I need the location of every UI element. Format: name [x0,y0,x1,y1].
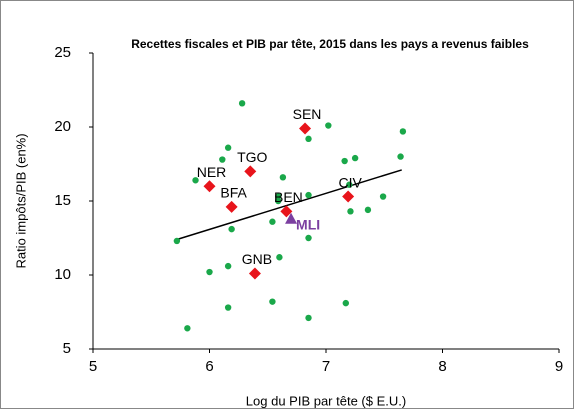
point [238,100,246,107]
point [275,197,282,205]
y-tick-label: 5 [63,340,71,357]
point [397,153,404,160]
point [305,234,312,242]
point [341,157,348,165]
point [228,225,235,233]
point-label: GNB [242,251,272,267]
point [347,208,354,215]
labeled-point [280,205,293,218]
point [279,174,287,181]
x-tick-label: 5 [89,358,97,375]
point [346,181,353,188]
x-tick-label: 8 [438,358,446,375]
point [269,298,276,305]
labeled-point [225,200,238,213]
point-label: TGO [237,149,267,165]
point-label: NER [197,164,227,180]
point [342,299,350,307]
point [224,304,232,311]
labeled-point [299,122,312,135]
point-label: MLI [296,216,320,232]
point [305,191,312,199]
point [305,135,312,143]
point [269,218,276,225]
labeled-point [203,180,216,193]
y-axis-label: Ratio impôts/PIB (en%) [13,133,28,268]
point [192,177,199,184]
point-label: CIV [338,174,362,190]
point [399,128,407,135]
chart-title: Recettes fiscales et PIB par tête, 2015 … [131,37,529,51]
y-tick-label: 20 [54,118,71,135]
point [351,154,359,162]
point-label: BFA [220,185,247,201]
point [379,193,387,200]
trendline [176,169,402,241]
point [305,314,312,322]
labeled-point [248,267,261,280]
point [184,325,191,332]
point [206,268,213,276]
point [275,193,282,200]
y-tick-label: 25 [54,44,71,61]
point [173,237,181,245]
point [325,122,332,129]
x-axis-label: Log du PIB par tête ($ E.U.) [246,393,406,408]
labeled-point [285,212,298,224]
point [219,156,226,163]
labeled-point [244,165,257,178]
point [276,254,283,261]
x-tick-label: 6 [205,358,213,375]
labeled-point [342,190,355,203]
point-label: BEN [274,189,303,205]
x-tick-label: 9 [555,358,563,375]
point [224,144,232,151]
point [224,262,232,270]
point-label: SEN [293,106,322,122]
point [364,206,372,214]
y-tick-label: 15 [54,192,71,209]
x-tick-label: 7 [322,358,330,375]
y-tick-label: 10 [54,266,71,283]
